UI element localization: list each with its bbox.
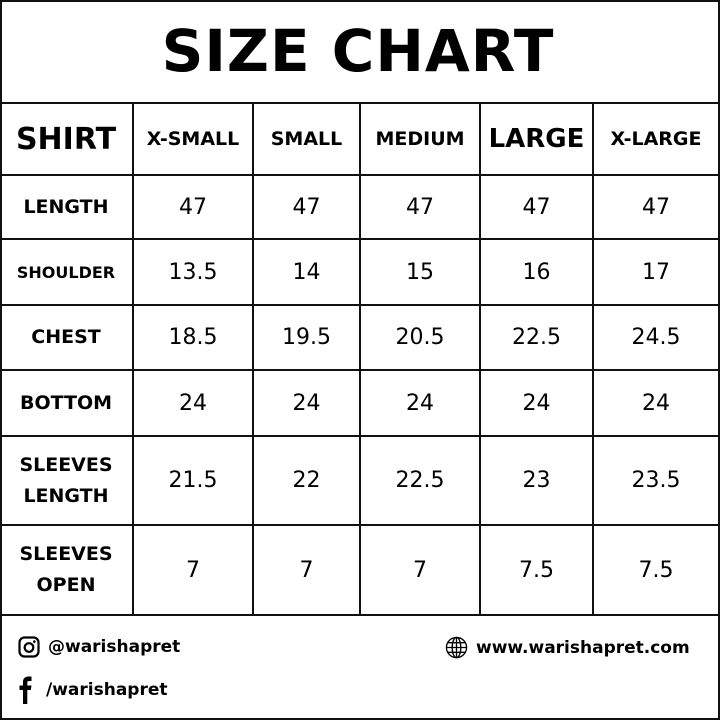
table-row: CHEST 18.5 19.5 20.5 22.5 24.5 <box>0 304 718 371</box>
table-cell: 22.5 <box>359 435 481 526</box>
table-cell: 19.5 <box>252 304 361 371</box>
table-cell: 23.5 <box>592 435 718 526</box>
table-cell: 24 <box>359 369 481 437</box>
table-cell: 47 <box>252 174 361 240</box>
table-cell: 23 <box>479 435 594 526</box>
table-cell: 16 <box>479 238 594 306</box>
row-label: SLEEVES LENGTH <box>0 435 134 526</box>
instagram-handle: @warishapret <box>48 637 181 657</box>
column-header: SMALL <box>252 102 361 176</box>
row-label: LENGTH <box>0 174 134 240</box>
website-url: www.warishapret.com <box>476 637 690 658</box>
table-cell: 20.5 <box>359 304 481 371</box>
column-header: MEDIUM <box>359 102 481 176</box>
table-cell: 47 <box>359 174 481 240</box>
table-cell: 24.5 <box>592 304 718 371</box>
table-cell: 7.5 <box>479 524 594 616</box>
row-label: SLEEVES OPEN <box>0 524 134 616</box>
table-cell: 17 <box>592 238 718 306</box>
table-row: BOTTOM 24 24 24 24 24 <box>0 369 718 437</box>
instagram-icon <box>18 636 40 658</box>
table-cell: 24 <box>592 369 718 437</box>
table-cell: 14 <box>252 238 361 306</box>
table-cell: 47 <box>479 174 594 240</box>
table-cell: 7.5 <box>592 524 718 616</box>
table-cell: 47 <box>132 174 254 240</box>
instagram-link[interactable]: @warishapret <box>18 636 180 658</box>
table-cell: 7 <box>132 524 254 616</box>
table-cell: 18.5 <box>132 304 254 371</box>
table-cell: 47 <box>592 174 718 240</box>
website-link[interactable]: www.warishapret.com <box>445 636 690 659</box>
table-row: SHOULDER 13.5 14 15 16 17 <box>0 238 718 306</box>
page-title: SIZE CHART <box>0 0 716 104</box>
table-cell: 22.5 <box>479 304 594 371</box>
corner-header: SHIRT <box>0 102 134 176</box>
table-cell: 24 <box>132 369 254 437</box>
facebook-handle: /warishapret <box>46 680 168 700</box>
size-table: SHIRT X-SMALL SMALL MEDIUM LARGE X-LARGE… <box>0 102 718 616</box>
column-header: X-LARGE <box>592 102 718 176</box>
table-row: SLEEVES LENGTH 21.5 22 22.5 23 23.5 <box>0 435 718 526</box>
header-row: SHIRT X-SMALL SMALL MEDIUM LARGE X-LARGE <box>0 102 718 176</box>
globe-icon <box>445 636 468 659</box>
table-cell: 15 <box>359 238 481 306</box>
row-label: BOTTOM <box>0 369 134 437</box>
table-cell: 22 <box>252 435 361 526</box>
facebook-link[interactable]: /warishapret <box>18 676 168 704</box>
column-header: LARGE <box>479 102 594 176</box>
table-cell: 24 <box>252 369 361 437</box>
table-row: SLEEVES OPEN 7 7 7 7.5 7.5 <box>0 524 718 616</box>
column-header: X-SMALL <box>132 102 254 176</box>
facebook-icon <box>18 676 32 704</box>
row-label: CHEST <box>0 304 134 371</box>
table-cell: 24 <box>479 369 594 437</box>
table-cell: 7 <box>252 524 361 616</box>
table-cell: 7 <box>359 524 481 616</box>
table-row: LENGTH 47 47 47 47 47 <box>0 174 718 240</box>
footer: @warishapret /warishapret www.warishapre… <box>0 606 716 716</box>
table-cell: 21.5 <box>132 435 254 526</box>
row-label: SHOULDER <box>0 238 134 306</box>
table-cell: 13.5 <box>132 238 254 306</box>
